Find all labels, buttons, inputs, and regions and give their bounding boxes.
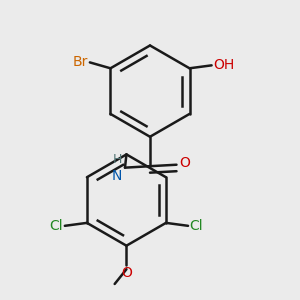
- Text: O: O: [121, 266, 132, 280]
- Text: Cl: Cl: [190, 219, 203, 233]
- Text: Cl: Cl: [50, 219, 63, 233]
- Text: H: H: [113, 153, 122, 166]
- Text: O: O: [179, 156, 190, 170]
- Text: Br: Br: [73, 56, 88, 69]
- Text: N: N: [112, 169, 122, 182]
- Text: OH: OH: [213, 58, 234, 72]
